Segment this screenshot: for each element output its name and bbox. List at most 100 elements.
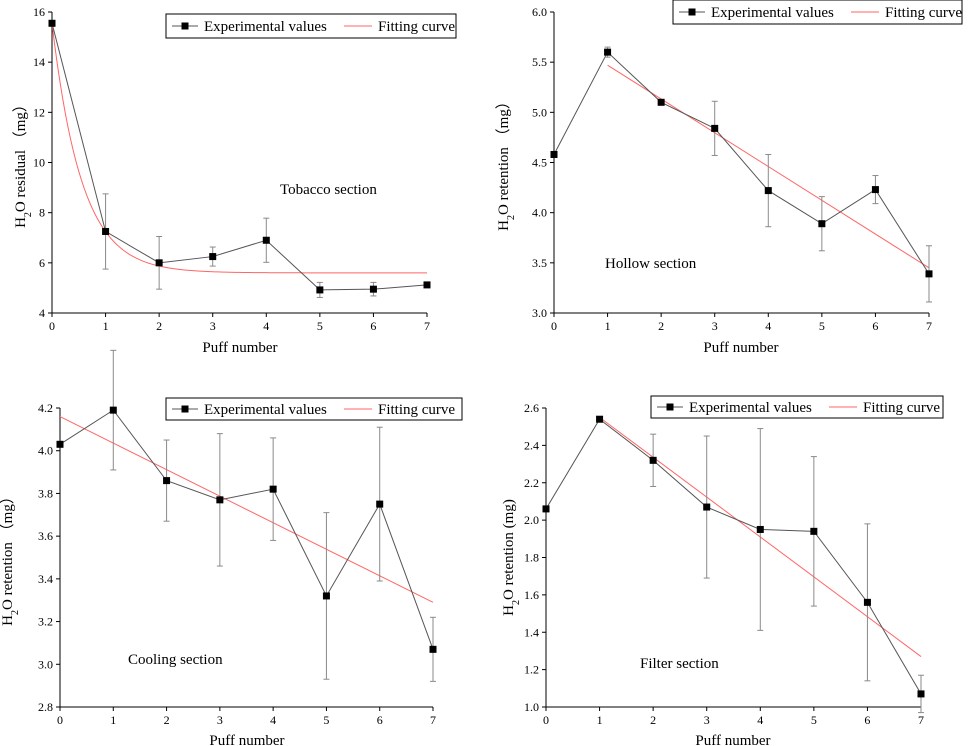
y-axis-label-subscript: 2 <box>511 600 522 605</box>
experimental-point <box>764 187 772 195</box>
section-annotation: Cooling section <box>128 652 223 668</box>
y-tick-label: 12 <box>33 105 45 119</box>
x-tick-label: 6 <box>864 713 870 727</box>
legend-experimental-label: Experimental values <box>204 19 327 35</box>
legend-box <box>165 397 463 421</box>
experimental-point <box>703 503 711 511</box>
y-tick-label: 1.8 <box>524 551 539 565</box>
experimental-series-line <box>51 23 428 291</box>
y-tick-label: 3.8 <box>38 486 53 500</box>
experimental-series-line <box>545 418 922 695</box>
y-tick-label: 3.0 <box>532 306 547 320</box>
y-axis-label-part: H <box>501 605 517 616</box>
legend-fit-label: Fitting curve <box>378 19 455 35</box>
x-tick-label: 7 <box>424 319 430 333</box>
y-tick-label: 1.4 <box>524 625 539 639</box>
x-tick-label: 6 <box>377 713 383 727</box>
x-tick-label: 7 <box>918 713 924 727</box>
y-tick-label: 3.5 <box>532 256 547 270</box>
experimental-point <box>216 496 224 504</box>
legend: Experimental values Fitting curve <box>672 0 963 25</box>
y-axis-label-part: H <box>0 615 16 626</box>
y-tick-label: 2.6 <box>524 401 539 415</box>
x-axis-label: Puff number <box>703 340 778 356</box>
chart-panel-bottom-right: 0 1 2 3 4 5 6 7 1.0 1.2 1.4 1.6 1.8 2.0 2.2 2.4 2.6 Puff … <box>501 395 944 746</box>
y-tick-label: 8 <box>39 206 45 220</box>
experimental-point <box>316 286 324 294</box>
experimental-point <box>657 98 665 106</box>
section-annotation: Filter section <box>640 656 719 672</box>
chart-panel-top-right: 0 1 2 3 4 5 6 7 3.0 3.5 4.0 4.5 5.0 5.5 6.0 Puff number… <box>495 0 963 356</box>
legend-experimental-label: Experimental values <box>689 400 812 416</box>
legend-box <box>650 395 944 419</box>
x-tick-label: 1 <box>103 319 109 333</box>
x-axis-label: Puff number <box>209 733 284 746</box>
legend-fit-label: Fitting curve <box>863 400 940 416</box>
x-tick-label: 3 <box>210 319 216 333</box>
x-tick-label: 2 <box>156 319 162 333</box>
x-tick-label: 3 <box>704 713 710 727</box>
section-annotation: Tobacco section <box>280 182 377 198</box>
y-tick-label: 1.0 <box>524 700 539 714</box>
x-tick-label: 1 <box>605 319 611 333</box>
experimental-point <box>423 281 431 289</box>
y-tick-label: 3.4 <box>38 572 53 586</box>
x-tick-label: 5 <box>819 319 825 333</box>
y-tick-label: 4.2 <box>38 401 53 415</box>
x-tick-label: 3 <box>217 713 223 727</box>
experimental-point <box>429 645 437 653</box>
experimental-point <box>155 259 163 267</box>
y-tick-label: 4 <box>39 306 45 320</box>
y-tick-label: 2.8 <box>38 700 53 714</box>
experimental-point <box>925 270 933 278</box>
y-tick-label: 2.4 <box>524 438 539 452</box>
x-tick-label: 1 <box>110 713 116 727</box>
y-axis-label-part: O retention （mg） <box>495 94 512 215</box>
y-tick-label: 6 <box>39 256 45 270</box>
y-axis-label-part: H <box>496 220 512 231</box>
y-tick-label: 4.0 <box>38 444 53 458</box>
legend-experimental-label: Experimental values <box>204 402 327 418</box>
x-tick-label: 0 <box>543 713 549 727</box>
experimental-point <box>863 598 871 606</box>
legend-experimental-marker <box>181 22 189 30</box>
x-tick-label: 4 <box>765 319 771 333</box>
y-tick-label: 2.2 <box>524 476 539 490</box>
x-tick-label: 7 <box>430 713 436 727</box>
y-axis-label-part: H <box>13 217 29 228</box>
experimental-point <box>262 236 270 244</box>
section-annotation: Hollow section <box>605 256 697 272</box>
y-axis-label: H2O residual （mg） <box>12 97 34 228</box>
chart-panel-bottom-left: 0 1 2 3 4 5 6 7 2.8 3.0 3.2 3.4 3.6 3.8 4.0 4.2 Puff num… <box>0 349 463 746</box>
x-axis-label: Puff number <box>202 340 277 356</box>
experimental-point <box>209 253 217 261</box>
y-tick-label: 2.0 <box>524 513 539 527</box>
experimental-point <box>596 415 604 423</box>
experimental-point <box>756 525 764 533</box>
y-tick-label: 4.0 <box>532 206 547 220</box>
legend-experimental-marker <box>666 403 674 411</box>
legend-experimental-marker <box>181 405 189 413</box>
y-axis-label-subscript: 2 <box>10 610 21 615</box>
experimental-point <box>649 456 657 464</box>
experimental-point <box>810 527 818 535</box>
experimental-point <box>376 500 384 508</box>
experimental-point <box>818 220 826 228</box>
x-tick-label: 6 <box>370 319 376 333</box>
x-tick-label: 5 <box>811 713 817 727</box>
x-tick-label: 1 <box>597 713 603 727</box>
y-axis-label-part: O residual （mg） <box>12 97 29 212</box>
x-tick-label: 2 <box>658 319 664 333</box>
experimental-point <box>322 592 330 600</box>
y-tick-label: 1.6 <box>524 588 539 602</box>
x-tick-label: 4 <box>757 713 763 727</box>
legend: Experimental values Fitting curve <box>165 13 457 39</box>
legend-box <box>672 0 963 25</box>
y-tick-label: 3.0 <box>38 657 53 671</box>
x-tick-label: 2 <box>650 713 656 727</box>
fitting-curve-line <box>59 416 434 603</box>
experimental-point <box>269 485 277 493</box>
x-tick-label: 3 <box>712 319 718 333</box>
